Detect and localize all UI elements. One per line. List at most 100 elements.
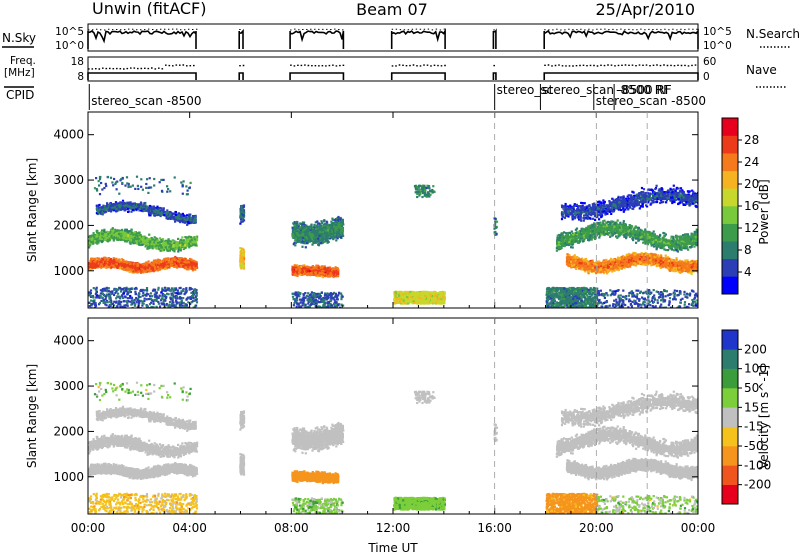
- power-cell: [173, 212, 176, 215]
- power-cell: [144, 269, 147, 272]
- noise-segment: [390, 27, 446, 49]
- power-cell: [147, 242, 150, 246]
- power-cell: [147, 260, 150, 263]
- power-cell: [154, 239, 157, 242]
- power-cell: [166, 246, 169, 249]
- power-cell: [141, 304, 144, 307]
- power-cell: [149, 212, 152, 215]
- power-cell: [171, 292, 174, 295]
- power-cell: [189, 236, 193, 239]
- power-cell: [128, 203, 131, 206]
- power-cell: [105, 207, 108, 210]
- power-cell: [95, 296, 98, 299]
- power-cell: [94, 262, 97, 266]
- power-cell: [162, 301, 165, 304]
- power-cell: [170, 264, 173, 267]
- power-cell: [191, 264, 194, 267]
- power-cell: [128, 207, 131, 210]
- power-cell: [177, 250, 180, 253]
- power-cell: [172, 244, 175, 247]
- power-cell: [161, 287, 164, 290]
- power-cell: [115, 202, 118, 205]
- power-cell: [95, 291, 98, 294]
- power-cell: [119, 305, 122, 308]
- power-cell: [95, 240, 99, 243]
- nsky-label: N.Sky: [2, 31, 36, 45]
- power-cell: [117, 207, 120, 210]
- nsearch-trace: [290, 28, 344, 31]
- power-cell: [159, 206, 162, 210]
- frequency-segment: [492, 72, 497, 80]
- power-cell: [195, 238, 199, 241]
- power-cell: [102, 207, 105, 210]
- power-cell: [118, 203, 121, 206]
- power-cell: [146, 247, 149, 250]
- power-cell: [190, 216, 193, 219]
- power-cell: [104, 303, 107, 306]
- power-cell: [192, 265, 195, 268]
- power-cell: [188, 297, 191, 300]
- power-cell: [158, 247, 161, 250]
- power-cell: [144, 266, 147, 269]
- power-cell: [125, 304, 128, 307]
- frequency-segment: [390, 72, 446, 80]
- power-cell: [137, 295, 141, 298]
- power-cell: [184, 246, 187, 250]
- power-cell: [95, 264, 98, 267]
- power-cell: [111, 306, 114, 308]
- power-cell: [93, 240, 96, 243]
- power-cell: [156, 269, 159, 272]
- cpid-program-label: stereo_scan -8500 RF: [542, 83, 671, 97]
- power-cell: [141, 266, 144, 269]
- power-cell: [175, 257, 178, 260]
- power-cell: [114, 230, 118, 233]
- power-cell: [132, 301, 135, 304]
- power-cell: [181, 304, 184, 307]
- power-cell: [150, 262, 153, 265]
- power-cell: [157, 286, 160, 289]
- power-cell: [96, 257, 99, 260]
- power-cell: [189, 244, 192, 247]
- power-cell: [168, 246, 171, 249]
- power-cell: [115, 233, 118, 236]
- power-cell: [189, 213, 192, 216]
- power-cell: [113, 300, 116, 303]
- power-cell: [105, 266, 108, 269]
- power-cell: [175, 247, 178, 251]
- power-cell: [166, 249, 170, 252]
- power-cell: [141, 210, 144, 213]
- power-cell: [93, 258, 97, 261]
- power-cell: [137, 235, 140, 239]
- power-cell: [126, 304, 129, 307]
- power-cell: [152, 306, 155, 308]
- power-cell: [95, 262, 98, 265]
- power-cell: [186, 236, 189, 239]
- power-cell: [187, 306, 190, 308]
- power-cell: [91, 266, 94, 269]
- power-cell: [185, 268, 188, 271]
- power-cell: [180, 303, 183, 306]
- power-cell: [101, 229, 104, 232]
- power-cell: [162, 211, 165, 214]
- power-cell: [112, 233, 115, 236]
- power-cell: [179, 263, 182, 267]
- power-cell: [159, 267, 162, 270]
- power-cell: [131, 300, 134, 303]
- power-cell: [90, 238, 93, 241]
- power-cell: [128, 201, 131, 204]
- power-cell: [121, 199, 125, 202]
- power-cell: [111, 292, 114, 295]
- power-cell: [126, 234, 130, 237]
- power-cell: [99, 292, 102, 295]
- power-cell: [174, 292, 177, 295]
- power-cell: [183, 265, 186, 268]
- power-cell: [182, 221, 185, 224]
- power-cell: [177, 244, 180, 247]
- freq-tick-top: 18: [71, 56, 84, 68]
- power-cell: [151, 269, 155, 272]
- power-cell: [98, 203, 101, 207]
- power-cell: [167, 213, 170, 216]
- power-cell: [106, 202, 109, 205]
- power-cell: [120, 262, 123, 265]
- power-cell: [144, 268, 147, 271]
